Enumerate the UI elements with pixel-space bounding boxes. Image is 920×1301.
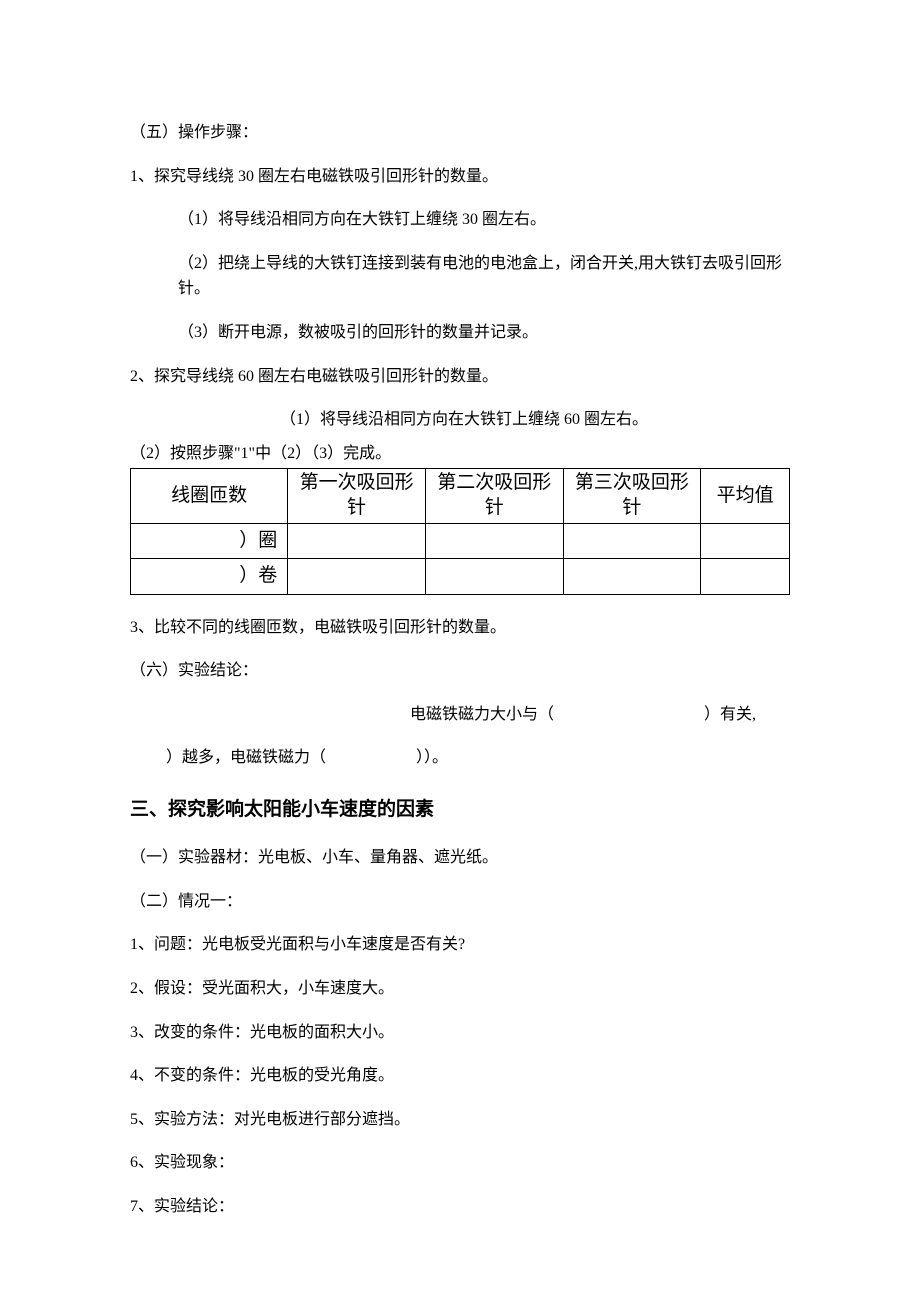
table-cell: [425, 523, 563, 558]
table-cell: [701, 559, 790, 594]
conclusion-line-2: ）越多，电磁铁磁力（ ））。: [130, 745, 790, 771]
conclusion-text-1b: ）有关,: [704, 706, 756, 723]
table-cell: [563, 523, 701, 558]
table-header-trial-1: 第一次吸回形针: [288, 469, 426, 523]
question-6: 6、实验现象：: [130, 1150, 790, 1176]
section-3-main-title: 三、探究影响太阳能小车速度的因素: [130, 795, 790, 825]
step-2-title: 2、探究导线绕 60 圈左右电磁铁吸引回形针的数量。: [130, 364, 790, 390]
question-2: 2、假设：受光面积大，小车速度大。: [130, 976, 790, 1002]
table-cell: [288, 523, 426, 558]
step-2-sub-1: （1）将导线沿相同方向在大铁钉上缠绕 60 圈左右。: [130, 407, 790, 433]
step-3-text: 3、比较不同的线圈匝数，电磁铁吸引回形针的数量。: [130, 615, 790, 641]
experiment-materials: （一）实验器材：光电板、小车、量角器、遮光纸。: [130, 845, 790, 871]
step-1-sub-1: （1）将导线沿相同方向在大铁钉上缠绕 30 圈左右。: [130, 207, 790, 233]
step-1-sub-2: （2）把绕上导线的大铁钉连接到装有电池的电池盒上，闭合开关,用大铁钉去吸引回形针…: [130, 251, 790, 302]
table-cell: [563, 559, 701, 594]
step-1-sub-3: （3）断开电源，数被吸引的回形针的数量并记录。: [130, 320, 790, 346]
table-header-coils: 线圈匝数: [131, 469, 288, 523]
question-3: 3、改变的条件：光电板的面积大小。: [130, 1020, 790, 1046]
table-cell: ）卷: [131, 559, 288, 594]
table-header-row: 线圈匝数 第一次吸回形针 第二次吸回形针 第三次吸回形针 平均值: [131, 469, 790, 523]
step-1-sub-2-text: （2）把绕上导线的大铁钉连接到装有电池的电池盒上，闭合开关,用大铁钉去吸引回形针…: [178, 255, 782, 298]
step-2-sub-2: （2）按照步骤"1"中（2）（3）完成。: [130, 441, 790, 467]
step-1-title: 1、探究导线绕 30 圈左右电磁铁吸引回形针的数量。: [130, 164, 790, 190]
situation-1-title: （二）情况一：: [130, 889, 790, 915]
section-5-title: （五）操作步骤：: [130, 120, 790, 146]
conclusion-text-1a: 电磁铁磁力大小与（: [410, 706, 554, 723]
table-header-trial-2: 第二次吸回形针: [425, 469, 563, 523]
table-cell: [701, 523, 790, 558]
experiment-table: 线圈匝数 第一次吸回形针 第二次吸回形针 第三次吸回形针 平均值 ）圈 ）卷: [130, 468, 790, 594]
table-cell: [288, 559, 426, 594]
conclusion-line-1: 电磁铁磁力大小与（ ）有关,: [130, 702, 790, 728]
table-cell: ）圈: [131, 523, 288, 558]
table-row: ）卷: [131, 559, 790, 594]
table-cell: [425, 559, 563, 594]
section-6-title: （六）实验结论：: [130, 658, 790, 684]
table-row: ）圈: [131, 523, 790, 558]
question-7: 7、实验结论：: [130, 1194, 790, 1220]
table-header-average: 平均值: [701, 469, 790, 523]
conclusion-text-2a: ）越多，电磁铁磁力（: [166, 749, 326, 766]
question-5: 5、实验方法：对光电板进行部分遮挡。: [130, 1107, 790, 1133]
conclusion-text-2b: ））。: [416, 749, 448, 766]
question-1: 1、问题：光电板受光面积与小车速度是否有关?: [130, 932, 790, 958]
question-4: 4、不变的条件：光电板的受光角度。: [130, 1063, 790, 1089]
table-header-trial-3: 第三次吸回形针: [563, 469, 701, 523]
